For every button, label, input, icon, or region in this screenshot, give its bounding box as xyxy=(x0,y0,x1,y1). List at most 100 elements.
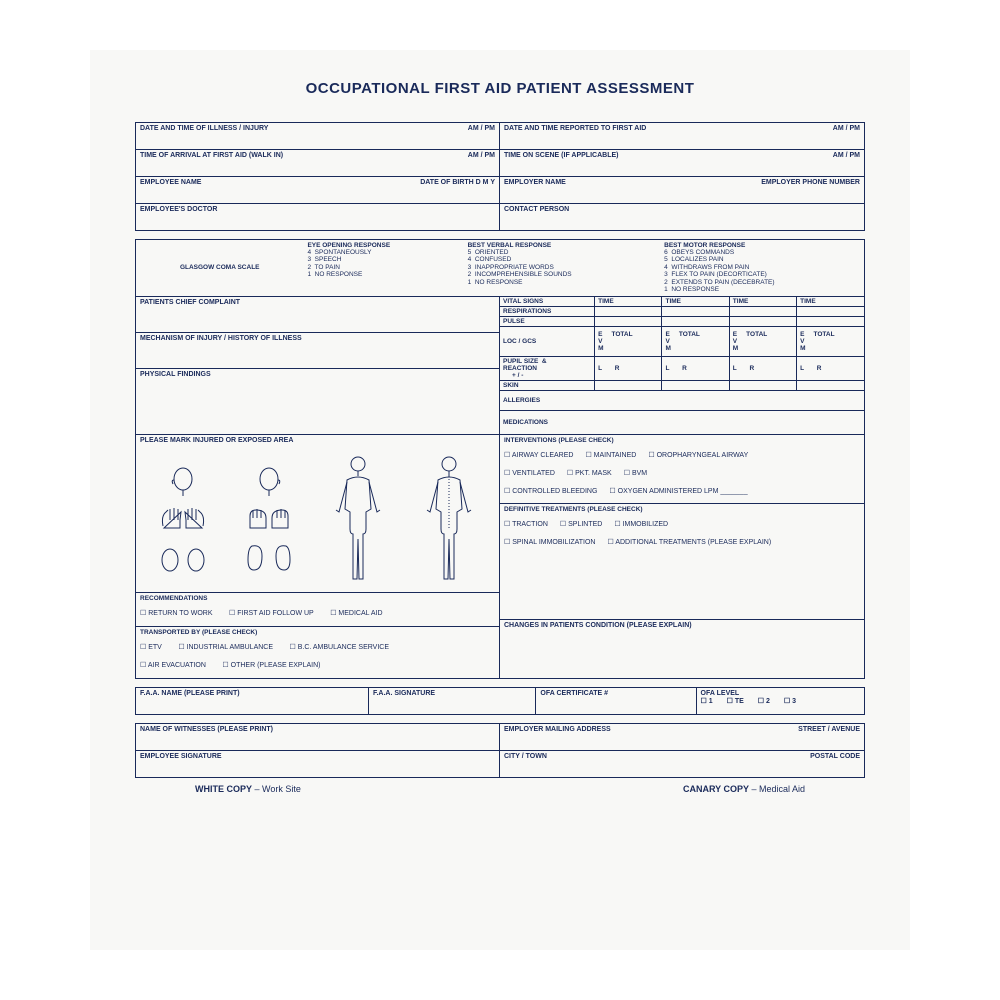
field-mechanism[interactable]: MECHANISM OF INJURY / HISTORY OF ILLNESS xyxy=(136,333,499,369)
chk-return-work[interactable]: RETURN TO WORK xyxy=(140,609,213,617)
t2: TIME xyxy=(662,297,729,307)
addr-label: EMPLOYER MAILING ADDRESS xyxy=(504,726,611,733)
chk-o2[interactable]: OXYGEN ADMINISTERED LPM _______ xyxy=(609,487,747,495)
ampm: AM / PM xyxy=(468,152,495,159)
label: DATE AND TIME OF ILLNESS / INJURY xyxy=(140,125,268,132)
chk-oro[interactable]: OROPHARYNGEAL AIRWAY xyxy=(648,451,748,459)
label: EMPLOYEE NAME xyxy=(140,179,420,201)
gcs-motor-h: BEST MOTOR RESPONSE xyxy=(664,242,860,249)
field-doctor[interactable]: EMPLOYEE'S DOCTOR xyxy=(136,204,500,230)
chk-airway[interactable]: AIRWAY CLEARED xyxy=(504,451,573,459)
city-label: CITY / TOWN xyxy=(504,753,547,760)
chk-maint[interactable]: MAINTAINED xyxy=(585,451,636,459)
vs-h: VITAL SIGNS xyxy=(500,297,595,307)
label: TIME ON SCENE (IF APPLICABLE) xyxy=(504,152,618,159)
trt-h: DEFINITIVE TREATMENTS (PLEASE CHECK) xyxy=(504,506,860,513)
chk-bc-amb[interactable]: B.C. AMBULANCE SERVICE xyxy=(289,643,389,651)
int-h: INTERVENTIONS (PLEASE CHECK) xyxy=(504,437,860,444)
ofa-level[interactable]: OFA LEVEL 1 TE 2 3 xyxy=(697,688,864,714)
white-sub: – Work Site xyxy=(252,784,301,794)
city[interactable]: CITY / TOWN POSTAL CODE xyxy=(500,751,864,777)
gcs-verbal-h: BEST VERBAL RESPONSE xyxy=(468,242,657,249)
allergies[interactable]: ALLERGIES xyxy=(500,390,864,410)
field-changes[interactable]: CHANGES IN PATIENTS CONDITION (PLEASE EX… xyxy=(500,620,864,678)
t4: TIME xyxy=(797,297,864,307)
gcs-verbal: 5 ORIENTED 4 CONFUSED 3 INAPPROPRIATE WO… xyxy=(468,249,657,286)
label: DATE AND TIME REPORTED TO FIRST AID xyxy=(504,125,646,132)
chk-pkt[interactable]: PKT. MASK xyxy=(567,469,612,477)
emp-addr[interactable]: EMPLOYER MAILING ADDRESS STREET / AVENUE xyxy=(500,724,864,750)
label: TIME OF ARRIVAL AT FIRST AID (WALK IN) xyxy=(140,152,283,159)
phone-label: EMPLOYER PHONE NUMBER xyxy=(761,179,860,201)
form-title: OCCUPATIONAL FIRST AID PATIENT ASSESSMEN… xyxy=(135,80,865,97)
signature-block: F.A.A. NAME (PLEASE PRINT) F.A.A. SIGNAT… xyxy=(135,687,865,715)
field-illness-datetime[interactable]: DATE AND TIME OF ILLNESS / INJURY AM / P… xyxy=(136,123,500,149)
transported: TRANSPORTED BY (PLEASE CHECK) ETV INDUST… xyxy=(136,627,499,678)
chk-traction[interactable]: TRACTION xyxy=(504,520,548,528)
chk-bvm[interactable]: BVM xyxy=(624,469,647,477)
hands-back-icon xyxy=(244,506,294,532)
witness[interactable]: NAME OF WITNESSES (PLEASE PRINT) xyxy=(136,724,500,750)
faa-name[interactable]: F.A.A. NAME (PLEASE PRINT) xyxy=(136,688,369,714)
body-label: PLEASE MARK INJURED OR EXPOSED AREA xyxy=(136,435,499,446)
white-copy: WHITE COPY xyxy=(195,784,252,794)
chk-etv[interactable]: ETV xyxy=(140,643,162,651)
vitals-table[interactable]: VITAL SIGNS TIME TIME TIME TIME RESPIRAT… xyxy=(500,297,864,435)
chk-ind-amb[interactable]: INDUSTRIAL AMBULANCE xyxy=(178,643,273,651)
street: STREET / AVENUE xyxy=(798,726,860,733)
field-employer[interactable]: EMPLOYER NAME EMPLOYER PHONE NUMBER xyxy=(500,177,864,203)
canary-sub: – Medical Aid xyxy=(749,784,805,794)
t1: TIME xyxy=(595,297,662,307)
head-side-right-icon xyxy=(256,466,282,496)
chk-spinal[interactable]: SPINAL IMMOBILIZATION xyxy=(504,538,595,546)
ofa-level-label: OFA LEVEL xyxy=(701,690,740,697)
chk-splint[interactable]: SPLINTED xyxy=(560,520,602,528)
chk-other[interactable]: OTHER (PLEASE EXPLAIN) xyxy=(222,661,320,669)
emp-sig[interactable]: EMPLOYEE SIGNATURE xyxy=(136,751,500,777)
medications[interactable]: MEDICATIONS xyxy=(500,410,864,434)
body-diagram[interactable] xyxy=(136,446,499,592)
rec-h: RECOMMENDATIONS xyxy=(140,595,495,602)
lv2[interactable]: TE xyxy=(727,697,744,705)
witness-block: NAME OF WITNESSES (PLEASE PRINT) EMPLOYE… xyxy=(135,723,865,778)
field-arrival-time[interactable]: TIME OF ARRIVAL AT FIRST AID (WALK IN) A… xyxy=(136,150,500,176)
chk-air-evac[interactable]: AIR EVACUATION xyxy=(140,661,206,669)
field-scene-time[interactable]: TIME ON SCENE (IF APPLICABLE) AM / PM xyxy=(500,150,864,176)
chk-vent[interactable]: VENTILATED xyxy=(504,469,555,477)
field-contact[interactable]: CONTACT PERSON xyxy=(500,204,864,230)
gcs-label: GLASGOW COMA SCALE xyxy=(180,264,260,271)
field-employee[interactable]: EMPLOYEE NAME DATE OF BIRTH D M Y xyxy=(136,177,500,203)
form-sheet: OCCUPATIONAL FIRST AID PATIENT ASSESSMEN… xyxy=(90,50,910,950)
field-complaint[interactable]: PATIENTS CHIEF COMPLAINT xyxy=(136,297,499,333)
chk-followup[interactable]: FIRST AID FOLLOW UP xyxy=(229,609,314,617)
postal: POSTAL CODE xyxy=(810,753,860,760)
lv1[interactable]: 1 xyxy=(701,697,713,705)
body-back-icon xyxy=(422,454,477,584)
faa-sig[interactable]: F.A.A. SIGNATURE xyxy=(369,688,536,714)
treatments: DEFINITIVE TREATMENTS (PLEASE CHECK) TRA… xyxy=(500,504,864,620)
hands-palm-icon xyxy=(158,506,208,532)
gcs-eye-h: EYE OPENING RESPONSE xyxy=(307,242,459,249)
skin: SKIN xyxy=(500,380,595,390)
chk-bleed[interactable]: CONTROLLED BLEEDING xyxy=(504,487,597,495)
loc: LOC / GCS xyxy=(500,326,595,356)
trans-h: TRANSPORTED BY (PLEASE CHECK) xyxy=(140,629,495,636)
gcs-motor: 6 OBEYS COMMANDS 5 LOCALIZES PAIN 4 WITH… xyxy=(664,249,860,294)
ofa-cert[interactable]: OFA CERTIFICATE # xyxy=(536,688,696,714)
ampm: AM / PM xyxy=(833,152,860,159)
footer: WHITE COPY – Work Site CANARY COPY – Med… xyxy=(135,778,865,794)
field-findings[interactable]: PHYSICAL FINDINGS xyxy=(136,369,499,435)
head-side-left-icon xyxy=(170,466,196,496)
gcs-block: GLASGOW COMA SCALE EYE OPENING RESPONSE … xyxy=(135,239,865,679)
chk-immob[interactable]: IMMOBILIZED xyxy=(614,520,668,528)
chk-medical-aid[interactable]: MEDICAL AID xyxy=(330,609,382,617)
chk-add[interactable]: ADDITIONAL TREATMENTS (PLEASE EXPLAIN) xyxy=(607,538,771,546)
header-block: DATE AND TIME OF ILLNESS / INJURY AM / P… xyxy=(135,122,865,231)
body-front-icon xyxy=(331,454,386,584)
lv4[interactable]: 3 xyxy=(784,697,796,705)
feet-top-icon xyxy=(158,542,208,572)
canary-copy: CANARY COPY xyxy=(683,784,749,794)
pulse: PULSE xyxy=(500,316,595,326)
lv3[interactable]: 2 xyxy=(758,697,770,705)
field-reported-datetime[interactable]: DATE AND TIME REPORTED TO FIRST AID AM /… xyxy=(500,123,864,149)
